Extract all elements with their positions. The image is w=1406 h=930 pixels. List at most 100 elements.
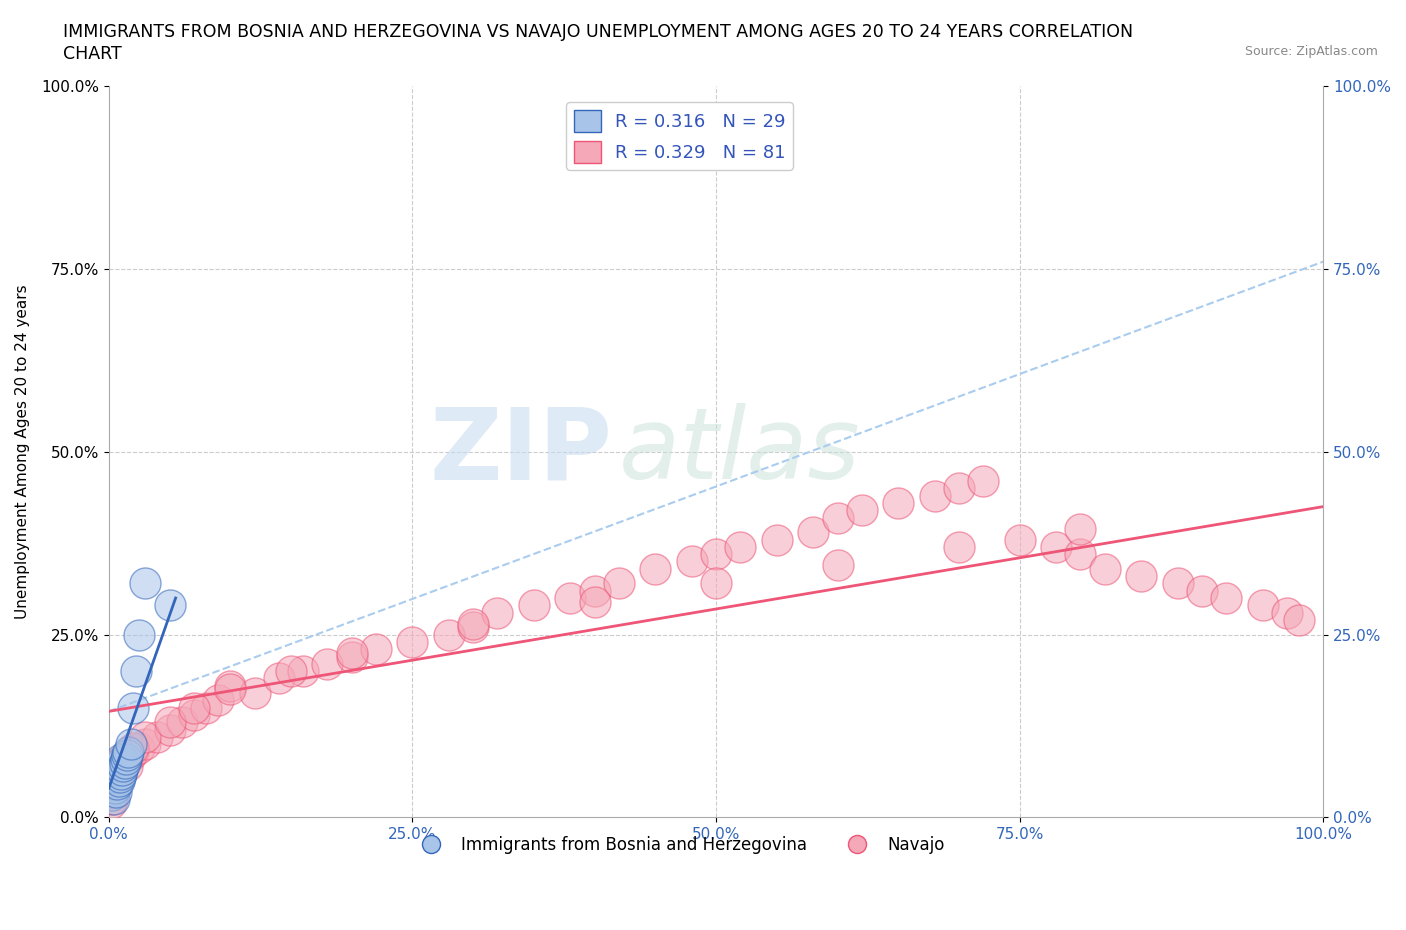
Text: atlas: atlas xyxy=(619,404,860,500)
Point xyxy=(183,700,205,715)
Point xyxy=(159,723,181,737)
Point xyxy=(108,755,131,770)
Point xyxy=(851,503,873,518)
Point xyxy=(108,770,131,785)
Text: ZIP: ZIP xyxy=(430,404,613,500)
Point xyxy=(1215,591,1237,605)
Point xyxy=(583,594,606,609)
Point xyxy=(948,481,970,496)
Point xyxy=(948,539,970,554)
Point xyxy=(122,744,145,759)
Point xyxy=(122,740,145,755)
Point xyxy=(801,525,824,539)
Point xyxy=(1167,576,1189,591)
Point xyxy=(463,617,485,631)
Point xyxy=(887,496,910,511)
Point xyxy=(115,748,138,763)
Point xyxy=(108,755,131,770)
Text: CHART: CHART xyxy=(63,45,122,62)
Point xyxy=(105,770,128,785)
Point xyxy=(1045,539,1067,554)
Point xyxy=(134,737,156,751)
Point xyxy=(104,780,127,795)
Point xyxy=(924,488,946,503)
Point xyxy=(219,678,242,693)
Point xyxy=(117,744,139,759)
Point xyxy=(765,532,787,547)
Point xyxy=(243,685,266,700)
Point xyxy=(463,619,485,634)
Point xyxy=(1008,532,1031,547)
Point xyxy=(105,770,128,785)
Point xyxy=(827,511,849,525)
Point xyxy=(104,766,127,781)
Point xyxy=(105,763,128,777)
Point xyxy=(115,759,138,774)
Point xyxy=(107,759,129,774)
Point xyxy=(98,780,121,795)
Text: IMMIGRANTS FROM BOSNIA AND HERZEGOVINA VS NAVAJO UNEMPLOYMENT AMONG AGES 20 TO 2: IMMIGRANTS FROM BOSNIA AND HERZEGOVINA V… xyxy=(63,23,1133,41)
Point xyxy=(486,605,509,620)
Point xyxy=(607,576,630,591)
Point xyxy=(401,634,423,649)
Point xyxy=(101,788,124,803)
Point xyxy=(1275,605,1298,620)
Point xyxy=(146,729,169,744)
Text: Source: ZipAtlas.com: Source: ZipAtlas.com xyxy=(1244,45,1378,58)
Point xyxy=(103,791,125,806)
Point xyxy=(122,700,145,715)
Point xyxy=(103,766,125,781)
Point xyxy=(207,693,229,708)
Point xyxy=(105,759,128,774)
Point xyxy=(110,766,132,781)
Point xyxy=(583,583,606,598)
Point xyxy=(100,774,122,789)
Point xyxy=(107,763,129,777)
Point xyxy=(280,664,302,679)
Point xyxy=(1191,583,1213,598)
Point xyxy=(115,748,138,763)
Point xyxy=(1094,562,1116,577)
Point xyxy=(292,664,315,679)
Point xyxy=(340,649,363,664)
Legend: Immigrants from Bosnia and Herzegovina, Navajo: Immigrants from Bosnia and Herzegovina, … xyxy=(408,829,952,860)
Point xyxy=(159,715,181,730)
Point xyxy=(120,748,142,763)
Point xyxy=(107,774,129,789)
Point xyxy=(316,657,339,671)
Point xyxy=(195,700,218,715)
Point xyxy=(159,598,181,613)
Point xyxy=(128,627,150,642)
Point xyxy=(128,740,150,755)
Point xyxy=(267,671,290,686)
Point xyxy=(112,751,135,766)
Y-axis label: Unemployment Among Ages 20 to 24 years: Unemployment Among Ages 20 to 24 years xyxy=(15,285,30,619)
Point xyxy=(105,777,128,792)
Point xyxy=(364,642,387,657)
Point xyxy=(101,788,124,803)
Point xyxy=(1069,521,1091,536)
Point xyxy=(827,558,849,573)
Point xyxy=(1288,613,1310,628)
Point xyxy=(134,729,156,744)
Point xyxy=(104,777,127,792)
Point xyxy=(112,759,135,774)
Point xyxy=(437,627,460,642)
Point xyxy=(105,770,128,785)
Point xyxy=(103,784,125,799)
Point xyxy=(114,755,136,770)
Point xyxy=(340,645,363,660)
Point xyxy=(124,664,146,679)
Point xyxy=(101,777,124,792)
Point xyxy=(100,795,122,810)
Point xyxy=(730,539,752,554)
Point xyxy=(134,576,156,591)
Point xyxy=(104,777,127,792)
Point xyxy=(1069,547,1091,562)
Point xyxy=(183,708,205,723)
Point xyxy=(972,473,994,488)
Point xyxy=(103,774,125,789)
Point xyxy=(1130,568,1153,583)
Point xyxy=(560,591,582,605)
Point xyxy=(107,766,129,781)
